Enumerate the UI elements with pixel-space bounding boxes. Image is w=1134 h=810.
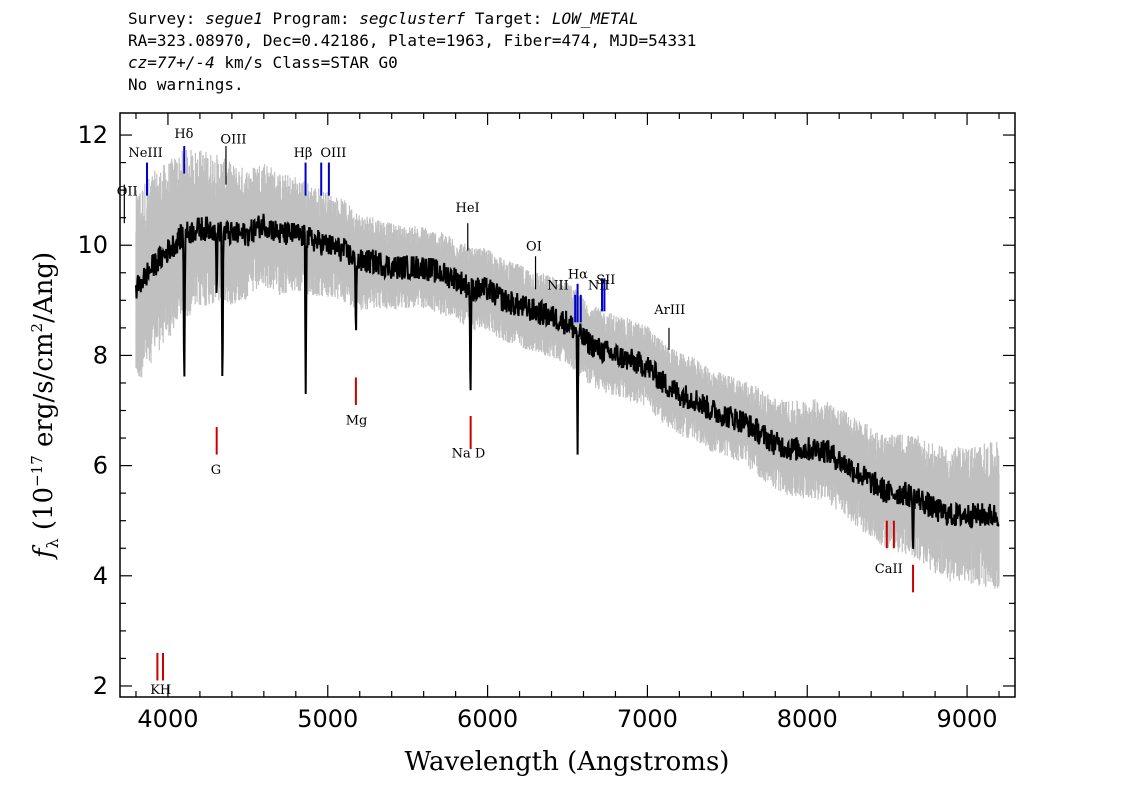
redshift-unit: km/s [224, 53, 263, 72]
line-label-ariii: ArIII [653, 303, 685, 318]
line-label-oi: OI [526, 240, 542, 255]
y-tick-label: 2 [93, 672, 108, 700]
target-value: LOW_METAL [551, 9, 639, 28]
program-value: segclusterf [359, 9, 466, 28]
noise-band-layer [135, 149, 1000, 589]
header-line-1: Survey: segue1 Program: segclusterf Targ… [128, 8, 696, 30]
line-label-nii: NII [547, 278, 569, 293]
line-label-hei: HeI [456, 201, 480, 216]
line-label-sii: SII [596, 273, 615, 288]
line-label-neiii: NeIII [128, 146, 162, 161]
axis-layer: 4000 5000 6000 7000 8000 9000 2 4 6 8 10 12 [77, 113, 1015, 733]
line-label-caii: CaII [875, 562, 903, 577]
y-axis-title: fλ (10−17 erg/s/cm2/Ang) [28, 252, 62, 560]
line-marks-layer [123, 146, 915, 681]
noise-band [135, 149, 1000, 589]
survey-label: Survey: [128, 9, 196, 28]
x-tick-label: 5000 [297, 705, 358, 733]
spectrum-header: Survey: segue1 Program: segclusterf Targ… [128, 8, 696, 96]
x-tick-label: 6000 [457, 705, 518, 733]
y-tick-label: 4 [93, 562, 108, 590]
target-label: Target: [474, 9, 543, 28]
plot-frame [119, 112, 1016, 698]
program-label: Program: [272, 9, 350, 28]
x-tick-label: 4000 [137, 705, 198, 733]
header-line-3: cz=77+/-4 km/s Class=STAR G0 [128, 52, 696, 74]
class-text: Class=STAR G0 [272, 53, 398, 72]
spectrum-line [135, 213, 1000, 549]
line-label-h: Hδ [174, 127, 193, 142]
y-tick-label: 10 [77, 231, 108, 259]
line-label-nii: NII [588, 278, 610, 293]
x-axis-title: Wavelength (Angstroms) [405, 747, 730, 777]
header-line-2: RA=323.08970, Dec=0.42186, Plate=1963, F… [128, 31, 697, 50]
line-label-oii: OII [117, 185, 138, 200]
line-label-oiii: OIII [220, 132, 246, 147]
x-tick-label: 8000 [777, 705, 838, 733]
survey-value: segue1 [205, 9, 263, 28]
line-label-g: G [211, 463, 221, 478]
y-tick-label: 12 [77, 121, 108, 149]
x-tick-label: 9000 [937, 705, 998, 733]
line-label-nad: Na D [452, 446, 486, 461]
y-tick-label: 6 [93, 452, 108, 480]
line-label-h: Hα [568, 267, 588, 282]
line-label-h: Hβ [294, 146, 313, 161]
redshift-value: cz=77+/-4 [128, 53, 215, 72]
svg-text:fλ (10−17 erg/s/cm2/Ang): fλ (10−17 erg/s/cm2/Ang) [28, 252, 62, 560]
y-tick-label: 8 [93, 341, 108, 369]
line-label-oiii: OIII [320, 146, 346, 161]
series-layer [135, 213, 1000, 549]
line-label-mg: Mg [346, 413, 368, 428]
line-label-kh: KH [150, 683, 171, 698]
header-warnings: No warnings. [128, 75, 244, 94]
x-tick-label: 7000 [617, 705, 678, 733]
